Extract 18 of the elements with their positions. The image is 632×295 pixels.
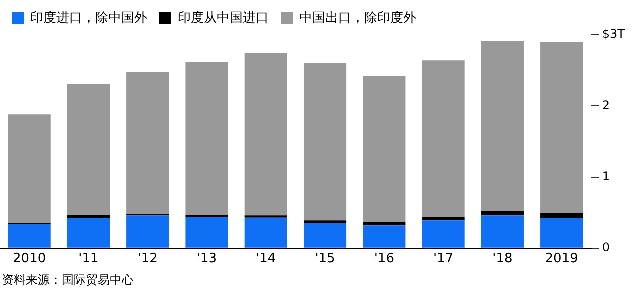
x-tick-label: '12 — [138, 252, 158, 267]
y-tick-label: 1 — [602, 169, 610, 184]
y-tick-label: 0 — [602, 240, 610, 255]
x-tick-label: '14 — [256, 252, 276, 267]
x-tick-label: '11 — [78, 252, 99, 267]
x-tick-label: '15 — [315, 252, 336, 267]
legend-label: 印度进口，除中国外 — [30, 10, 148, 26]
x-tick-label: '16 — [374, 252, 394, 267]
y-tick-label: 2 — [602, 98, 610, 112]
text: 资料来源：国际贸易中心 — [1, 272, 135, 289]
x-tick-label: '17 — [433, 252, 454, 267]
x-tick-label: '13 — [196, 252, 218, 267]
legend-label: 中国出口，除印度外 — [300, 10, 416, 26]
y-tick-label: $3T — [602, 27, 626, 42]
x-tick-label: 2019 — [545, 252, 578, 267]
legend-label: 印度从中国进口 — [178, 10, 269, 26]
x-tick-label: '18 — [492, 252, 513, 267]
x-tick-label: 2010 — [13, 252, 46, 267]
